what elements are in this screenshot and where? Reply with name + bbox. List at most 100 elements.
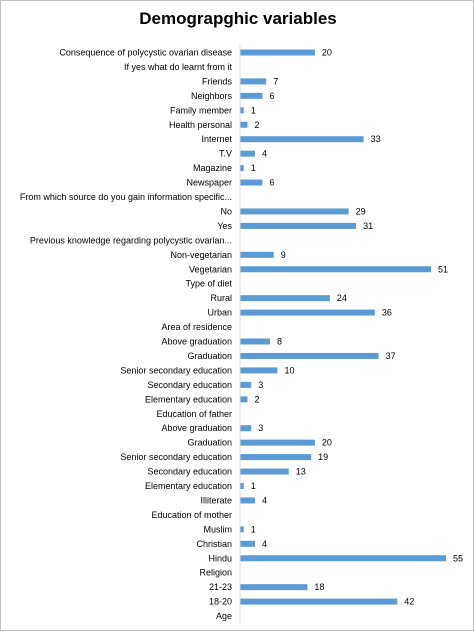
category-label: Area of residence: [161, 322, 232, 332]
category-label: Education of father: [156, 409, 232, 419]
bar: [240, 439, 315, 446]
category-label: Health personal: [169, 120, 232, 130]
category-label: Above graduation: [161, 337, 232, 347]
category-label: Magazine: [193, 163, 232, 173]
category-label: Non-vegetarian: [170, 250, 232, 260]
data-label: 19: [318, 452, 328, 462]
category-label: Secondary education: [147, 467, 232, 477]
category-label: Internet: [201, 134, 232, 144]
data-label: 42: [404, 597, 414, 607]
category-label: Secondary education: [147, 380, 232, 390]
category-label: Graduation: [187, 438, 232, 448]
data-label: 29: [356, 206, 366, 216]
category-label: Vegetarian: [189, 264, 232, 274]
bar: [240, 555, 446, 562]
bar: [240, 425, 252, 432]
category-label: Senior secondary education: [120, 365, 232, 375]
chart-title: Demograpghic variables: [139, 9, 337, 28]
data-label: 31: [363, 221, 373, 231]
bar: [240, 121, 248, 128]
category-label: Elementary education: [145, 481, 232, 491]
bar: [240, 107, 244, 114]
category-label: T.V: [219, 149, 232, 159]
category-label: Age: [216, 611, 232, 621]
data-label: 4: [262, 539, 267, 549]
category-label: Above graduation: [161, 423, 232, 433]
category-label: 21-23: [209, 582, 232, 592]
bar: [240, 584, 308, 591]
data-label: 10: [284, 365, 294, 375]
bar: [240, 598, 398, 605]
bar: [240, 381, 252, 388]
data-label: 13: [296, 467, 306, 477]
bar: [240, 497, 255, 504]
category-label: Education of mother: [151, 510, 232, 520]
bar: [240, 208, 349, 215]
bar: [240, 251, 274, 258]
category-label: 18-20: [209, 597, 232, 607]
data-label: 3: [258, 423, 263, 433]
category-label: Newspaper: [186, 178, 232, 188]
bar: [240, 309, 375, 316]
data-label: 6: [269, 91, 274, 101]
data-label: 4: [262, 149, 267, 159]
bar: [240, 266, 432, 273]
data-label: 2: [254, 394, 259, 404]
category-label: Urban: [207, 308, 232, 318]
bar: [240, 526, 244, 533]
data-label: 4: [262, 495, 267, 505]
data-label: 20: [322, 48, 332, 58]
category-label: Muslim: [204, 524, 233, 534]
bars-layer: Consequence of polycystic ovarian diseas…: [20, 45, 463, 624]
category-label: Illiterate: [200, 495, 232, 505]
category-label: Senior secondary education: [120, 452, 232, 462]
data-label: 1: [251, 524, 256, 534]
data-label: 20: [322, 438, 332, 448]
data-label: 1: [251, 481, 256, 491]
bar: [240, 295, 330, 302]
data-label: 36: [382, 308, 392, 318]
category-label: Elementary education: [145, 394, 232, 404]
category-label: Family member: [170, 105, 232, 115]
data-label: 37: [386, 351, 396, 361]
data-label: 1: [251, 105, 256, 115]
data-label: 6: [269, 178, 274, 188]
bar: [240, 338, 270, 345]
category-label: Yes: [217, 221, 232, 231]
category-label: If yes what do learnt from it: [124, 62, 233, 72]
bar: [240, 222, 357, 229]
bar: [240, 396, 248, 403]
category-label: Previous knowledge regarding polycystic …: [30, 235, 232, 245]
category-label: Rural: [210, 293, 232, 303]
bar: [240, 454, 312, 461]
bar: [240, 136, 364, 143]
data-label: 1: [251, 163, 256, 173]
category-label: Type of diet: [185, 279, 232, 289]
bar: [240, 367, 278, 374]
bar: [240, 150, 255, 157]
data-label: 18: [314, 582, 324, 592]
bar: [240, 165, 244, 172]
bar: [240, 468, 289, 475]
bar: [240, 179, 263, 186]
category-label: No: [220, 206, 232, 216]
data-label: 33: [371, 134, 381, 144]
bar: [240, 78, 267, 85]
bar: [240, 540, 255, 547]
category-label: From which source do you gain informatio…: [20, 192, 232, 202]
bar: [240, 352, 379, 359]
bar: [240, 49, 315, 56]
data-label: 2: [254, 120, 259, 130]
category-label: Hindu: [208, 553, 232, 563]
category-label: Friends: [202, 76, 233, 86]
data-label: 51: [438, 264, 448, 274]
data-label: 24: [337, 293, 347, 303]
category-label: Christian: [196, 539, 232, 549]
data-label: 3: [258, 380, 263, 390]
category-label: Religion: [199, 568, 232, 578]
category-label: Graduation: [187, 351, 232, 361]
bar: [240, 483, 244, 489]
category-label: Consequence of polycystic ovarian diseas…: [59, 48, 232, 58]
